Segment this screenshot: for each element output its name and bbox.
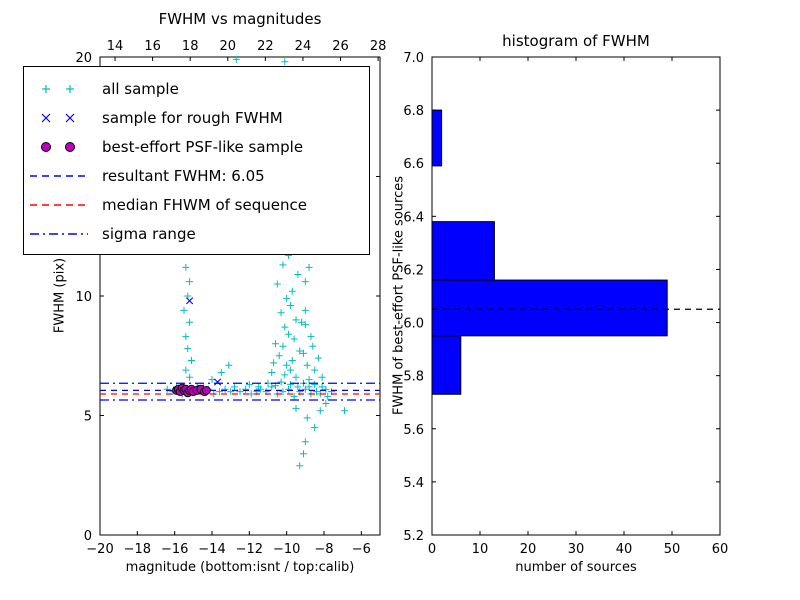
tick-label: 10 [75, 290, 92, 305]
tick-label: 60 [712, 542, 729, 557]
histogram-title: histogram of FWHM [502, 32, 650, 50]
tick-label: 6.0 [403, 317, 424, 332]
legend-item: median FHWM of sequence [24, 190, 369, 219]
series-best-effort-psf-like-sample [172, 383, 211, 398]
x-marker-icon [41, 113, 75, 122]
dashdot-line-icon [30, 232, 88, 235]
histogram-axes: 0 10 20 30 40 50 60 5.2 5.4 5.6 5.8 6.0 6.2 6.4 6.6 6.8… [403, 51, 728, 557]
scatter-title: FWHM vs magnitudes [158, 10, 322, 28]
tick-label: 18 [182, 39, 199, 54]
dashed-line-icon [30, 174, 88, 177]
histogram-yaxis-label: FWHM of best-effort PSF-like sources [391, 175, 407, 416]
tick-label: 5.2 [403, 529, 424, 544]
tick-label: 5.8 [403, 370, 424, 385]
tick-label: 20 [520, 542, 537, 557]
legend-box: all sample sample for rough FWHM best-effo… [23, 66, 370, 255]
legend-item-label: median FHWM of sequence [102, 195, 307, 214]
scatter-axes: −20 −18 −16 −14 −12 −10 −8 −6 14 16 18 20 22 24 26 28 0 5… [75, 39, 386, 557]
tick-label: 40 [616, 542, 633, 557]
series-sample-for-rough-fwhm [180, 297, 222, 394]
reference-lines [100, 382, 380, 401]
legend-item: sigma range [24, 219, 369, 248]
legend-item: sample for rough FWHM [24, 103, 369, 132]
tick-label: 6.6 [403, 157, 424, 172]
tick-label: 24 [295, 39, 312, 54]
tick-label: 14 [107, 39, 124, 54]
histogram-bars [431, 109, 668, 395]
tick-label: 7.0 [403, 51, 424, 66]
histogram-bar [431, 335, 462, 395]
tick-label: −12 [236, 542, 263, 557]
tick-label: 20 [220, 39, 237, 54]
tick-label: 10 [472, 542, 489, 557]
legend-item-label: sample for rough FWHM [102, 108, 283, 127]
dashed-line-icon [30, 203, 88, 206]
histogram-bar [431, 279, 668, 337]
tick-label: 22 [257, 39, 274, 54]
legend-item-label: all sample [102, 79, 179, 98]
tick-label: −14 [198, 542, 225, 557]
tick-label: 5 [84, 410, 92, 425]
tick-label: 6.4 [403, 210, 424, 225]
legend-item-label: best-effort PSF-like sample [102, 137, 304, 156]
tick-label: 26 [332, 39, 349, 54]
histogram-bar [431, 109, 443, 167]
tick-label: 30 [568, 542, 585, 557]
tick-label: −10 [273, 542, 300, 557]
tick-label: −6 [352, 542, 371, 557]
tick-label: 5.4 [403, 476, 424, 491]
legend-item: resultant FWHM: 6.05 [24, 161, 369, 190]
legend-item: best-effort PSF-like sample [24, 132, 369, 161]
histogram-bar [431, 221, 495, 281]
legend-item-label: resultant FWHM: 6.05 [102, 166, 265, 185]
tick-label: 50 [664, 542, 681, 557]
tick-label: −16 [161, 542, 188, 557]
tick-label: 5.6 [403, 423, 424, 438]
tick-label: 20 [75, 51, 92, 66]
tick-label: 6.8 [403, 104, 424, 119]
series-all-sample [163, 55, 349, 470]
legend-item-label: sigma range [102, 224, 196, 243]
tick-label: 16 [144, 39, 161, 54]
circle-marker-icon [41, 141, 75, 152]
tick-label: 6.2 [403, 263, 424, 278]
tick-label: −18 [124, 542, 151, 557]
tick-label: −8 [314, 542, 333, 557]
scatter-xaxis-label: magnitude (bottom:isnt / top:calib) [125, 560, 355, 575]
tick-label: 0 [428, 542, 436, 557]
tick-label: 0 [84, 529, 92, 544]
tick-label: 28 [370, 39, 387, 54]
plus-marker-icon [42, 84, 74, 93]
histogram-xaxis-label: number of sources [515, 560, 637, 575]
tick-label: −20 [86, 542, 113, 557]
legend-item: all sample [24, 74, 369, 103]
